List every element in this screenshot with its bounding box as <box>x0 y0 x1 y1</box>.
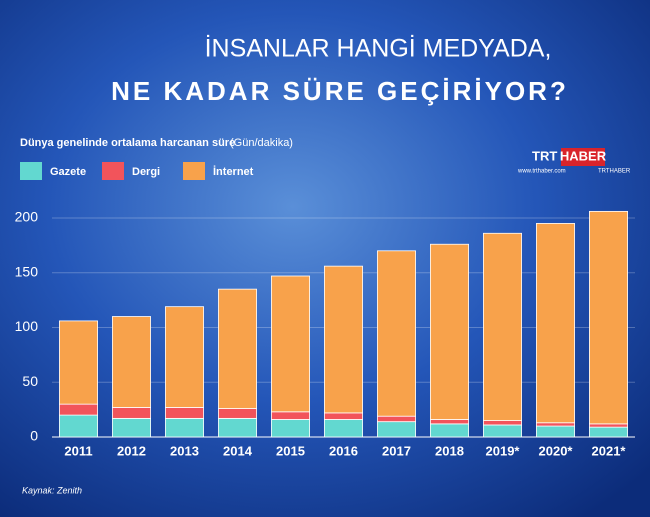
legend-label: Dergi <box>132 166 160 178</box>
bar-segment <box>271 411 310 420</box>
bar-segment <box>377 250 416 417</box>
bar-segment <box>112 316 151 408</box>
x-tick-label: 2020* <box>539 443 574 458</box>
y-tick-label: 50 <box>22 373 38 389</box>
subtitle: Dünya genelinde ortalama harcanan süre <box>20 137 235 149</box>
bar-segment <box>218 417 257 438</box>
bar-segment <box>271 275 310 413</box>
x-tick-label: 2018 <box>435 443 464 458</box>
bar-segment <box>377 421 416 438</box>
y-tick-label: 0 <box>30 428 38 444</box>
x-tick-label: 2014 <box>223 443 253 458</box>
bar-segment <box>218 288 257 409</box>
x-tick-label: 2021* <box>592 443 627 458</box>
x-tick-label: 2011 <box>64 443 92 458</box>
subtitle-unit: (Gün/dakika) <box>230 137 293 149</box>
bar-segment <box>536 422 575 427</box>
bar-segment <box>324 412 363 420</box>
legend-swatch <box>183 162 205 180</box>
bar-segment <box>536 223 575 424</box>
y-tick-label: 100 <box>15 318 39 334</box>
bar-segment <box>59 414 98 438</box>
bar-segment <box>430 243 469 420</box>
website: www.trthaber.com <box>517 169 566 175</box>
bar-segment <box>589 423 628 428</box>
legend-swatch <box>20 162 42 180</box>
bar-segment <box>483 424 522 438</box>
bar-segment <box>165 407 204 419</box>
bar-segment <box>59 320 98 405</box>
bar-segment <box>536 425 575 438</box>
legend-label: Gazete <box>50 166 86 178</box>
bar-segment <box>483 420 522 426</box>
bar-segment <box>112 407 151 419</box>
logo-trt: TRT <box>532 148 557 163</box>
logo-haber: HABER <box>560 148 607 163</box>
title-line-1: İNSANLAR HANGİ MEDYADA, <box>205 34 552 63</box>
legend-swatch <box>102 162 124 180</box>
bar-segment <box>589 426 628 438</box>
logo-box <box>561 148 605 166</box>
bar-segment <box>324 419 363 438</box>
title-line-2: NE KADAR SÜRE GEÇİRİYOR? <box>111 76 569 106</box>
x-tick-label: 2019* <box>486 443 521 458</box>
y-tick-label: 150 <box>15 263 39 279</box>
x-tick-label: 2015 <box>276 443 305 458</box>
x-tick-label: 2012 <box>117 443 146 458</box>
source: Kaynak: Zenith <box>22 485 82 495</box>
bar-segment <box>218 408 257 419</box>
bar-segment <box>430 423 469 438</box>
bar-segment <box>377 415 416 423</box>
bar-segment <box>165 306 204 408</box>
x-tick-label: 2017 <box>382 443 411 458</box>
bar-segment <box>112 417 151 438</box>
social: TRTHABER <box>598 169 631 175</box>
bar-segment <box>59 403 98 416</box>
bar-segment <box>589 210 628 425</box>
y-tick-label: 200 <box>15 209 39 225</box>
x-tick-label: 2013 <box>170 443 199 458</box>
x-tick-label: 2016 <box>329 443 358 458</box>
bar-segment <box>430 419 469 425</box>
bar-segment <box>324 265 363 414</box>
bar-segment <box>483 232 522 421</box>
bar-segment <box>271 419 310 438</box>
legend-label: İnternet <box>213 165 254 178</box>
bar-segment <box>165 417 204 438</box>
